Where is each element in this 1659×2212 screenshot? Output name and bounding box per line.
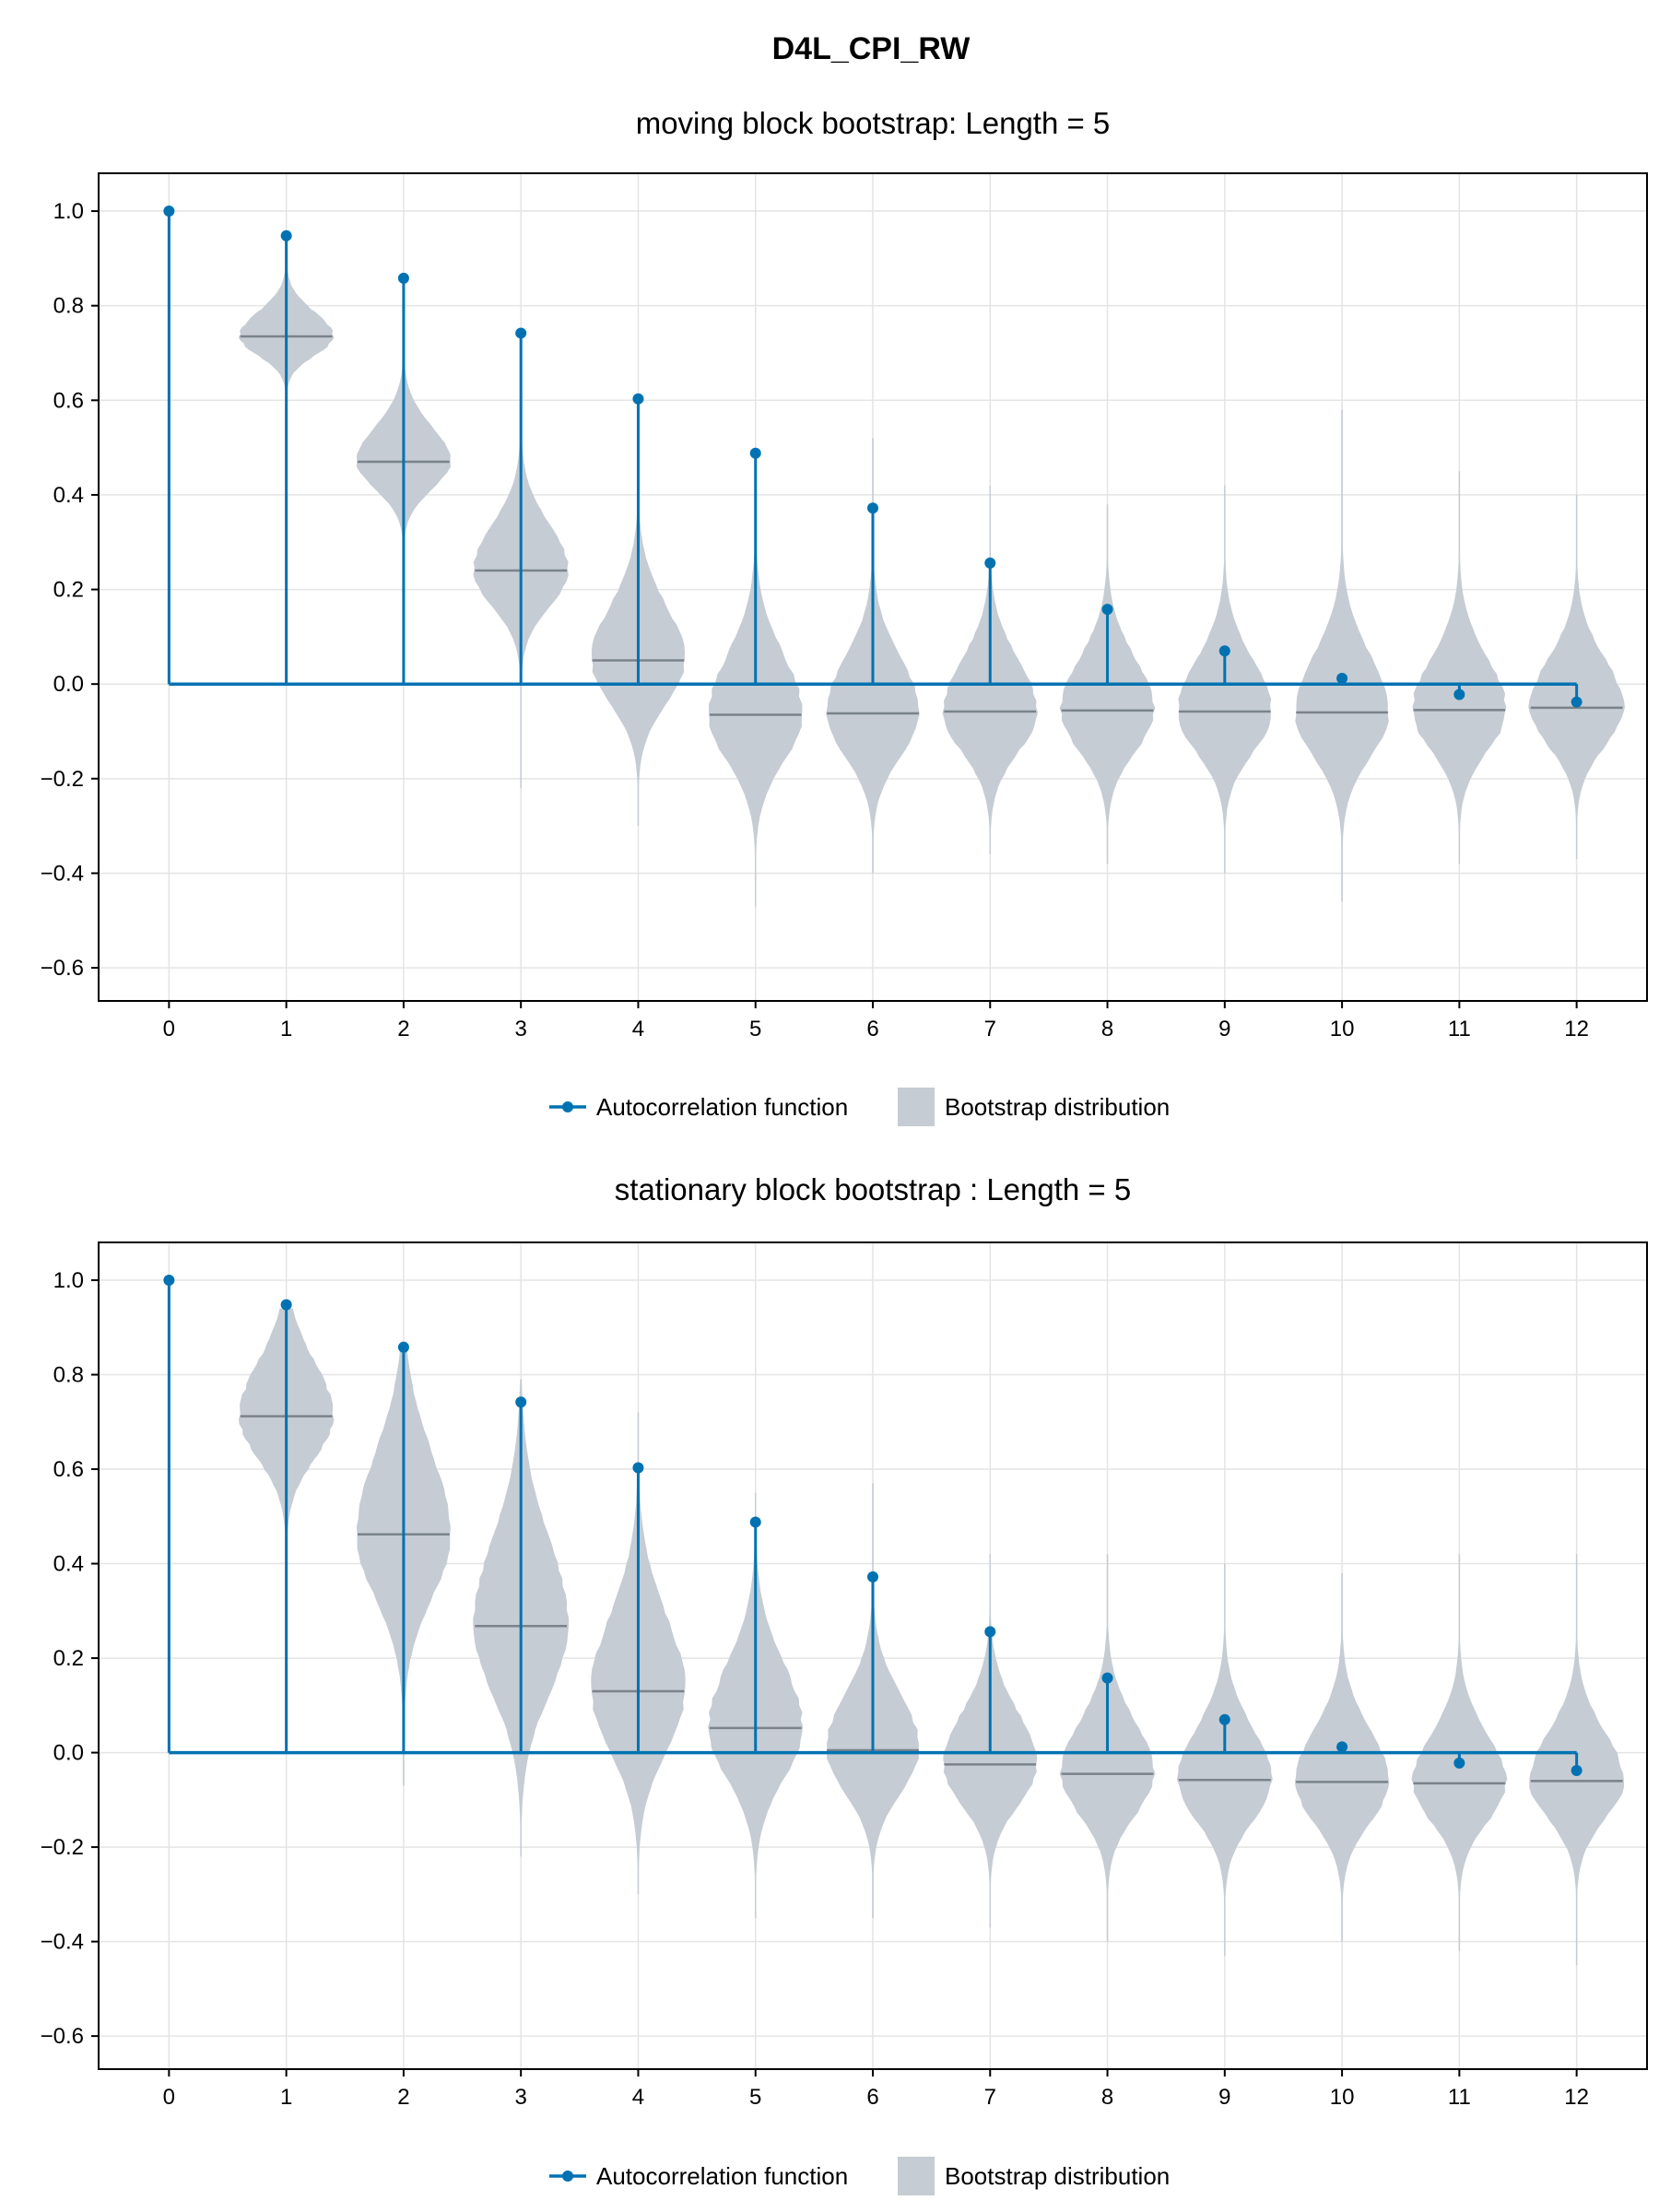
y-tick-label: 0.6	[53, 388, 84, 413]
acf-point-lag-7	[984, 1626, 996, 1638]
acf-point-lag-10	[1336, 1741, 1348, 1753]
acf-point-lag-12	[1571, 1765, 1583, 1777]
x-tick-label: 6	[866, 2085, 878, 2110]
violin-group	[238, 258, 1625, 907]
y-tick-label: −0.4	[41, 1930, 84, 1955]
violin-lag-11	[1412, 471, 1507, 865]
x-tick-label: 2	[397, 1017, 409, 1041]
legend-bootstrap-swatch	[898, 1088, 935, 1126]
violin-lag-12	[1528, 494, 1625, 860]
x-tick-label: 12	[1564, 2085, 1589, 2110]
y-tick-label: −0.2	[41, 767, 84, 792]
x-tick-label: 1	[280, 2085, 292, 2110]
x-tick-label: 6	[866, 1017, 878, 1041]
violin-lag-10	[1294, 1572, 1390, 1942]
x-tick-label: 9	[1218, 2085, 1230, 2110]
acf-point-lag-1	[280, 1299, 292, 1311]
y-tick-label: −0.4	[41, 861, 84, 886]
acf-point-lag-2	[397, 1341, 409, 1353]
x-tick-label: 8	[1101, 2085, 1113, 2110]
legend-acf-label: Autocorrelation function	[596, 2162, 848, 2190]
acf-point-lag-7	[984, 557, 996, 569]
panel-title: moving block bootstrap: Length = 5	[636, 106, 1111, 140]
acf-point-lag-8	[1101, 604, 1113, 616]
acf-point-lag-1	[280, 229, 292, 241]
acf-point-lag-0	[163, 1275, 175, 1287]
legend: Autocorrelation function Bootstrap distri…	[549, 2157, 1170, 2195]
acf-point-lag-11	[1453, 688, 1465, 700]
y-tick-label: 1.0	[53, 199, 84, 224]
acf-series	[163, 206, 1583, 708]
x-tick-label: 4	[632, 1017, 644, 1041]
acf-point-lag-6	[867, 1571, 878, 1583]
y-tick-label: −0.6	[41, 2024, 84, 2049]
x-tick-label: 3	[515, 1017, 527, 1041]
y-tick-label: 0.8	[53, 1363, 84, 1388]
acf-point-lag-4	[632, 393, 644, 405]
x-tick-label: 2	[397, 2085, 409, 2110]
y-tick-label: 1.0	[53, 1268, 84, 1293]
y-tick-label: 0.4	[53, 483, 84, 508]
panel-moving-block-bootstrap: moving block bootstrap: Length = 5 −0.6 −0…	[41, 106, 1648, 1126]
acf-point-lag-3	[515, 1396, 527, 1408]
violin-lag-9	[1176, 1563, 1273, 1956]
legend-bootstrap-swatch	[898, 2157, 935, 2195]
acf-point-lag-6	[867, 502, 878, 514]
acf-point-lag-10	[1336, 673, 1348, 685]
x-tick-label: 5	[749, 1017, 761, 1041]
acf-point-lag-4	[632, 1462, 644, 1474]
x-tick-label: 5	[749, 2085, 761, 2110]
x-tick-label: 8	[1101, 1017, 1113, 1041]
y-tick-label: 0.8	[53, 294, 84, 319]
y-tick-label: 0.2	[53, 578, 84, 603]
acf-point-lag-3	[515, 327, 527, 339]
acf-point-lag-11	[1453, 1757, 1465, 1769]
x-tick-label: 4	[632, 2085, 644, 2110]
y-tick-label: 0.4	[53, 1552, 84, 1577]
x-tick-label: 10	[1330, 1017, 1355, 1041]
legend-bootstrap-label: Bootstrap distribution	[945, 1093, 1170, 1121]
x-tick-label: 7	[984, 1017, 996, 1041]
acf-point-lag-2	[397, 272, 409, 284]
x-tick-label: 10	[1330, 2085, 1355, 2110]
acf-point-lag-5	[749, 447, 761, 459]
legend-acf-marker	[562, 1101, 573, 1112]
acf-point-lag-0	[163, 206, 175, 218]
legend-bootstrap-label: Bootstrap distribution	[945, 2162, 1170, 2190]
acf-series	[163, 1275, 1583, 1777]
x-tick-label: 11	[1448, 2085, 1471, 2110]
violin-group	[238, 1308, 1624, 1966]
violin-lag-10	[1295, 409, 1389, 902]
x-tick-label: 0	[163, 1017, 175, 1041]
legend-acf-marker	[562, 2171, 573, 2182]
panel-title: stationary block bootstrap : Length = 5	[615, 1172, 1131, 1206]
x-tick-label: 3	[515, 2085, 527, 2110]
x-tick-label: 11	[1448, 1017, 1471, 1041]
x-tick-label: 7	[984, 2085, 996, 2110]
figure-title: D4L_CPI_RW	[772, 31, 971, 66]
x-tick-label: 9	[1218, 1017, 1230, 1041]
panel-stationary-block-bootstrap: stationary block bootstrap : Length = 5 −…	[41, 1172, 1648, 2195]
acf-point-lag-9	[1218, 645, 1230, 657]
acf-point-lag-5	[749, 1516, 761, 1528]
y-tick-label: 0.2	[53, 1646, 84, 1671]
y-tick-label: 0.0	[53, 1741, 84, 1766]
acf-point-lag-8	[1101, 1672, 1113, 1684]
y-tick-label: 0.6	[53, 1457, 84, 1482]
x-tick-label: 1	[280, 1017, 292, 1041]
acf-point-lag-12	[1571, 696, 1583, 708]
y-tick-label: 0.0	[53, 672, 84, 697]
legend: Autocorrelation function Bootstrap distri…	[549, 1088, 1170, 1126]
legend-acf-label: Autocorrelation function	[596, 1093, 848, 1121]
acf-point-lag-9	[1218, 1713, 1230, 1725]
x-tick-label: 12	[1564, 1017, 1589, 1041]
y-tick-label: −0.2	[41, 1835, 84, 1860]
y-tick-label: −0.6	[41, 956, 84, 981]
x-tick-label: 0	[163, 2085, 175, 2110]
